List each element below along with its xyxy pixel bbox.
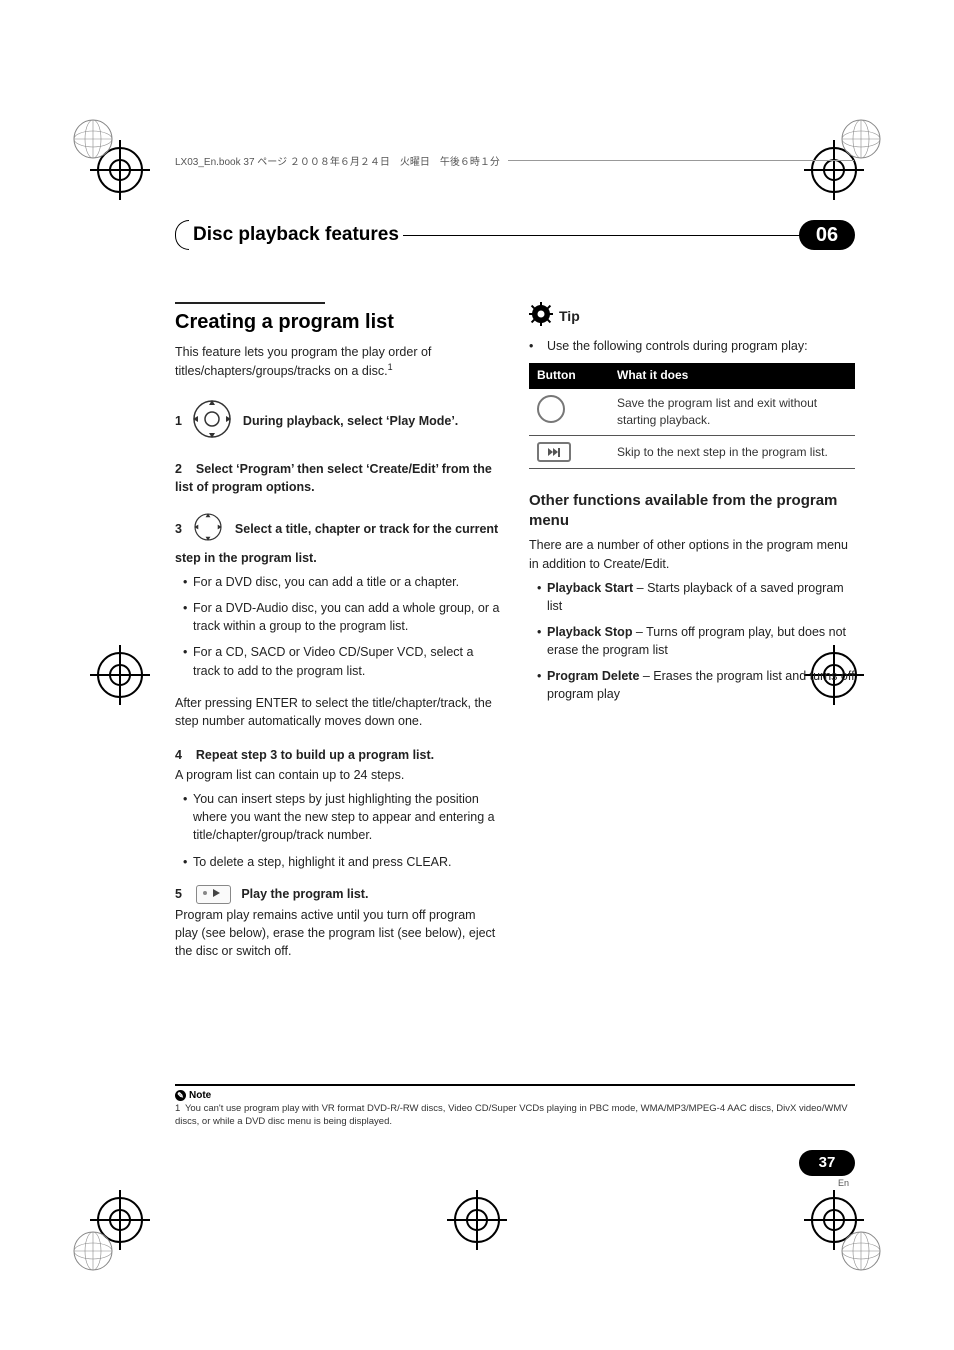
printmark-bottom-mid: [447, 1190, 507, 1250]
th-what: What it does: [609, 363, 855, 388]
gear-icon: [529, 302, 553, 331]
step-4-bullets: •You can insert steps by just highlighti…: [175, 790, 501, 871]
opt1-label: Playback Start: [547, 581, 633, 595]
right-column: Tip •Use the following controls during p…: [529, 302, 855, 960]
page-title: Disc playback features: [189, 220, 403, 250]
section-rule: [175, 302, 325, 304]
after-enter: ENTER: [256, 696, 298, 710]
chapter-number: 06: [799, 220, 855, 250]
intro-text: This feature lets you program the play o…: [175, 345, 431, 378]
footnote-num: 1: [175, 1103, 180, 1114]
footnote-label: ✎ Note: [175, 1090, 855, 1101]
globe-bottom-right: [840, 1230, 882, 1272]
step-5-num: 5: [175, 887, 182, 901]
step-4-sub: A program list can contain up to 24 step…: [175, 766, 501, 784]
footnote-area: ✎ Note 1 You can't use program play with…: [175, 1084, 855, 1129]
button-skip-icon: [537, 442, 571, 462]
running-header-text: LX03_En.book 37 ページ ２００８年６月２４日 火曜日 午後６時１…: [175, 153, 508, 168]
step-3-num: 3: [175, 522, 182, 536]
step-1-num: 1: [175, 414, 182, 428]
tip-header: Tip: [529, 302, 855, 331]
th-button: Button: [529, 363, 609, 388]
step3-bullet-1: For a DVD disc, you can add a title or a…: [193, 573, 501, 591]
opt-1: Playback Start – Starts playback of a sa…: [547, 579, 855, 615]
row2-text: Skip to the next step in the program lis…: [609, 436, 855, 469]
opt3-label: Program Delete: [547, 669, 639, 683]
step-3-bullets: •For a DVD disc, you can add a title or …: [175, 573, 501, 680]
step4-b2-post: .: [448, 855, 451, 869]
step-2-num: 2: [175, 462, 182, 476]
footnote-rule: [175, 1084, 855, 1086]
step4-b2-pre: To delete a step, highlight it and press: [193, 855, 406, 869]
globe-top-left: [72, 118, 114, 160]
nav-pad-icon: [191, 398, 233, 445]
left-column: Creating a program list This feature let…: [175, 302, 501, 960]
section-intro: This feature lets you program the play o…: [175, 343, 501, 380]
step4-bullet-1: You can insert steps by just highlightin…: [193, 790, 501, 844]
page-lang: En: [838, 1178, 849, 1188]
step3-bullet-3: For a CD, SACD or Video CD/Super VCD, se…: [193, 643, 501, 679]
table-row: Skip to the next step in the program lis…: [529, 436, 855, 469]
step-5-text: Play the program list.: [241, 887, 368, 901]
intro-footnote-ref: 1: [388, 362, 393, 372]
page-content: Disc playback features 06 Creating a pro…: [175, 220, 855, 960]
printmark-mid-left: [90, 645, 150, 705]
after-pressing-note: After pressing ENTER to select the title…: [175, 694, 501, 730]
opt2-label: Playback Stop: [547, 625, 632, 639]
title-bar: Disc playback features 06: [175, 220, 855, 250]
running-header: LX03_En.book 37 ページ ２００８年６月２４日 火曜日 午後６時１…: [175, 160, 854, 176]
table-row: Save the program list and exit without s…: [529, 389, 855, 436]
after-pre: After pressing: [175, 696, 256, 710]
step4-bullet-2: To delete a step, highlight it and press…: [193, 853, 501, 871]
footnote-body: You can't use program play with VR forma…: [175, 1103, 848, 1127]
step-4: 4 Repeat step 3 to build up a program li…: [175, 746, 501, 764]
step-3: 3 Select a title, chapter or track for t…: [175, 510, 501, 567]
nav-pad-icon-small: [191, 510, 225, 549]
step3-bullet-2: For a DVD-Audio disc, you can add a whol…: [193, 599, 501, 635]
opt-2: Playback Stop – Turns off program play, …: [547, 623, 855, 659]
step-2: 2 Select ‘Program’ then select ‘Create/E…: [175, 460, 501, 496]
tip-intro: Use the following controls during progra…: [547, 337, 855, 355]
section-heading: Creating a program list: [175, 308, 501, 337]
opt-3: Program Delete – Erases the program list…: [547, 667, 855, 703]
button-circle-icon: [537, 395, 565, 423]
tip-label: Tip: [559, 306, 580, 326]
step-1-text: During playback, select ‘Play Mode’.: [243, 414, 458, 428]
options-list: •Playback Start – Starts playback of a s…: [529, 579, 855, 704]
step-4-text: Repeat step 3 to build up a program list…: [196, 748, 434, 762]
title-bar-cap: [175, 220, 189, 250]
subsection-intro: There are a number of other options in t…: [529, 536, 855, 572]
step-2-text: Select ‘Program’ then select ‘Create/Edi…: [175, 462, 492, 494]
step-4-num: 4: [175, 748, 182, 762]
footnote-text: 1 You can't use program play with VR for…: [175, 1103, 855, 1129]
step-1: 1 During playback, select ‘Play Mode’.: [175, 398, 501, 445]
row1-text: Save the program list and exit without s…: [609, 389, 855, 436]
subsection-heading: Other functions available from the progr…: [529, 491, 855, 530]
step-5: 5 Play the program list.: [175, 885, 501, 904]
play-button-icon: [196, 885, 231, 904]
globe-top-right: [840, 118, 882, 160]
controls-table: Button What it does Save the program lis…: [529, 363, 855, 469]
page-number: 37: [799, 1150, 855, 1176]
note-icon: ✎: [175, 1090, 186, 1101]
globe-bottom-left: [72, 1230, 114, 1272]
title-bar-rule: [403, 235, 801, 236]
note-label-text: Note: [189, 1090, 211, 1101]
step4-b2-clear: CLEAR: [406, 855, 448, 869]
step-5-sub: Program play remains active until you tu…: [175, 906, 501, 960]
